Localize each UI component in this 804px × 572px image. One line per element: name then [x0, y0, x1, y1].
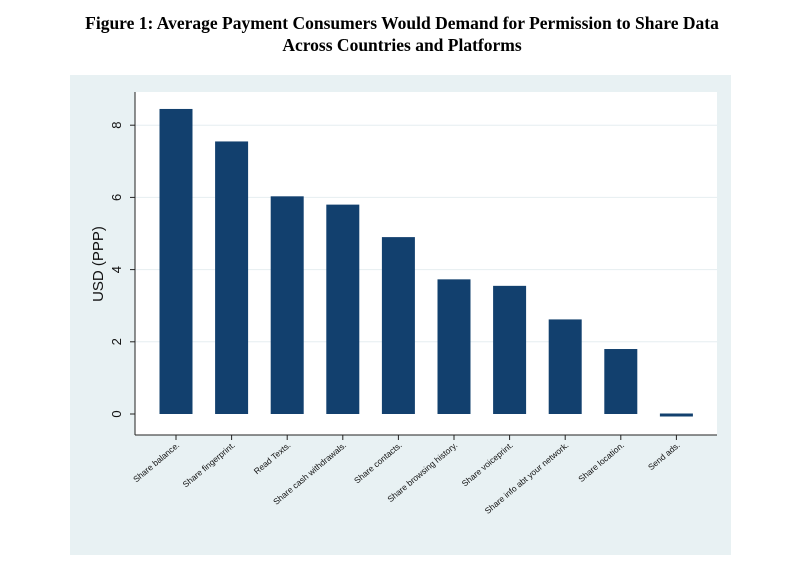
chart-title-line-1: Figure 1: Average Payment Consumers Woul…: [85, 13, 719, 33]
y-tick-label: 6: [109, 194, 124, 201]
bar: [548, 319, 582, 414]
bar: [437, 279, 471, 414]
bar: [381, 237, 415, 414]
bar: [270, 196, 304, 414]
y-axis-title: USD (PPP): [90, 226, 107, 302]
bar: [493, 285, 527, 414]
y-tick-label: 0: [109, 410, 124, 417]
bars: [159, 108, 693, 417]
y-tick-label: 2: [109, 338, 124, 345]
bar: [326, 204, 360, 414]
y-ticks: 0 2 4 6 8: [109, 122, 135, 418]
chart-title: Figure 1: Average Payment Consumers Woul…: [0, 12, 804, 56]
y-tick-label: 8: [109, 122, 124, 129]
chart-title-line-2: Across Countries and Platforms: [282, 35, 522, 55]
bar: [215, 141, 249, 414]
bar: [159, 108, 193, 414]
y-tick-label: 4: [109, 266, 124, 273]
bar: [659, 413, 693, 417]
bar: [604, 349, 638, 414]
